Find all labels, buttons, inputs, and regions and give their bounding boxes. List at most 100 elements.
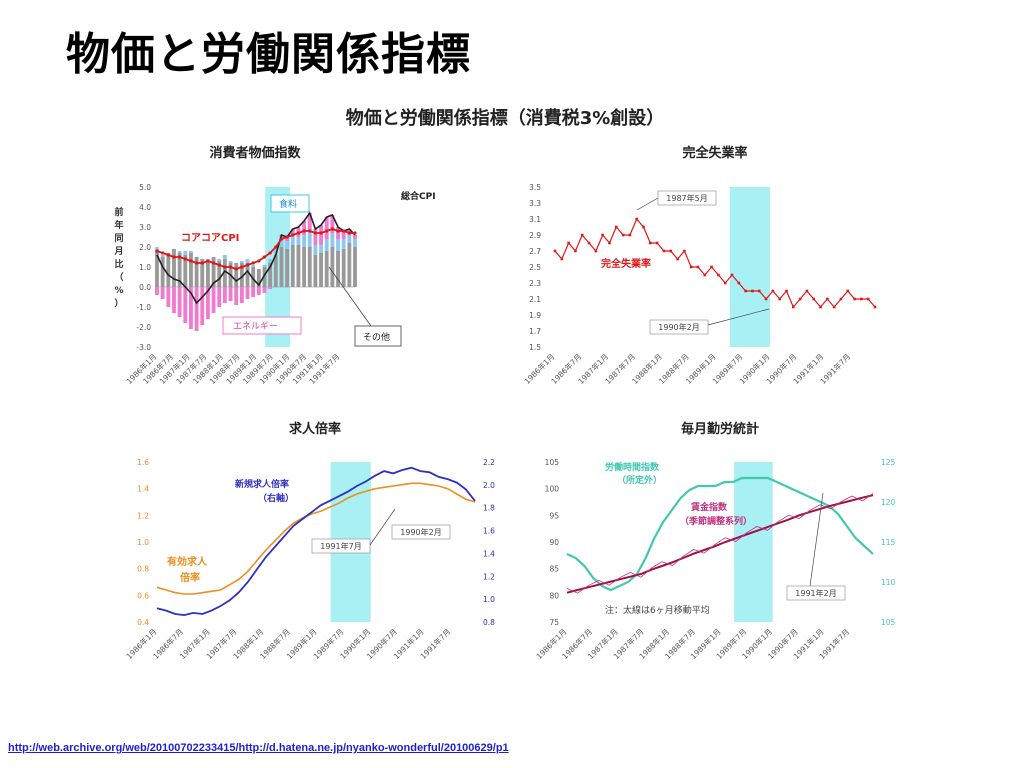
annotation-hours: 労働時間指数 [605,461,660,473]
figure-title: 物価と労働関係指標（消費税3%創設） [346,107,665,129]
annotation-unemployment: 完全失業率 [601,257,651,270]
point-corecore [347,231,351,235]
bar-energy [313,229,318,245]
series-line-unemployment [554,217,876,309]
point-unemployment [805,289,809,293]
bar-energy [319,225,323,245]
y-tick-label: 3.3 [529,199,541,208]
point-unemployment [703,273,707,277]
series-line-new-openings [156,466,476,617]
y-tick-label: 80 [549,591,559,600]
y-tick-label: 1.9 [529,311,541,320]
point-unemployment [778,297,781,301]
y-axis-label-char: 月 [113,246,123,257]
y-tick-label: 1.6 [483,527,495,536]
y-tick-label: 2.0 [483,481,495,490]
point-unemployment [614,225,618,229]
y-tick-label: 120 [881,498,896,507]
point-corecore [206,259,210,263]
annotation-scheduled-out: （所定外） [617,474,662,486]
point-unemployment [717,273,720,277]
bar-other [307,247,312,287]
y-tick-label: 2.1 [529,295,541,304]
bar-other [341,249,346,287]
bar-food [189,251,193,253]
series-line-hours [566,476,874,592]
bar-energy [189,287,193,329]
annotation-1990-feb: 1990年2月 [658,322,699,332]
point-unemployment [791,305,795,309]
point-unemployment [574,249,577,253]
y-tick-label: 1.4 [483,549,495,558]
y-axis-label-char: 同 [114,233,123,244]
point-unemployment [846,289,850,293]
bar-other [211,257,216,287]
annotation-seasonal: （季節調整系列） [680,515,752,527]
annotation-corecore: コアコアCPI [181,232,239,244]
bar-food [279,237,284,247]
bar-other [330,247,335,287]
point-unemployment [751,289,754,293]
annotation-note: 注：太線は6ヶ月移動平均 [605,604,710,616]
series-line-wage [566,494,874,594]
y-axis-label-char: 年 [114,219,123,231]
y-axis-label-char: （ [114,272,123,283]
point-unemployment [635,217,639,221]
point-unemployment [553,249,557,253]
point-unemployment [601,233,604,237]
y-tick-label: 3.0 [139,223,151,232]
chart-figure: 物価と労働関係指標（消費税3%創設） 消費者物価指数 1986年1月 1986年7月… [105,95,905,680]
y-tick-label: 2.9 [529,231,541,240]
bar-energy [268,287,273,289]
bar-food [262,265,267,267]
point-corecore [330,227,334,231]
point-unemployment [587,241,591,245]
bar-food [273,247,278,255]
bar-food [160,255,165,257]
bar-food [353,239,357,247]
bar-energy [200,287,205,325]
bar-food [290,235,295,245]
point-unemployment [853,297,856,301]
bar-energy [336,227,340,239]
series-line-wage-raw [566,493,874,594]
bar-food [324,239,329,251]
bar-other [302,247,307,287]
y-tick-label: 75 [549,618,559,627]
point-corecore [296,231,301,235]
annotation-1987-pointer [636,197,659,211]
bar-other [194,257,199,287]
bar-other [222,259,227,287]
bar-other [336,251,340,287]
y-tick-label: 1.5 [529,343,541,352]
bar-energy [256,287,261,295]
bar-other [319,253,323,287]
annotation-1987-may: 1987年5月 [666,193,707,203]
bar-other [313,255,318,287]
point-unemployment [764,297,768,301]
y-tick-label: 2.5 [529,263,541,272]
y-tick-label: 1.6 [137,458,149,467]
source-link[interactable]: http://web.archive.org/web/2010070223341… [8,742,509,754]
bar-energy [302,221,307,235]
recession-shade [734,462,773,622]
point-unemployment [826,297,829,301]
y-tick-label: 2.2 [483,458,495,467]
series-line-active-openings [156,482,476,595]
bar-energy [290,229,295,235]
bar-energy [341,231,346,239]
point-corecore [291,233,295,237]
bar-other [177,253,182,287]
bar-other [217,261,222,287]
bar-food [319,245,323,253]
y-tick-label: 1.0 [139,263,151,272]
chart-figure-svg: 物価と労働関係指標（消費税3%創設） 消費者物価指数1986年1月1986年7月… [113,107,896,661]
point-unemployment [683,249,686,253]
point-unemployment [676,257,679,261]
slide-title: 物価と労働関係指標 [66,29,471,80]
point-corecore [319,231,323,235]
point-unemployment [771,289,775,293]
point-unemployment [710,265,713,269]
bar-energy [177,287,182,317]
y-tick-label: 95 [549,511,559,520]
